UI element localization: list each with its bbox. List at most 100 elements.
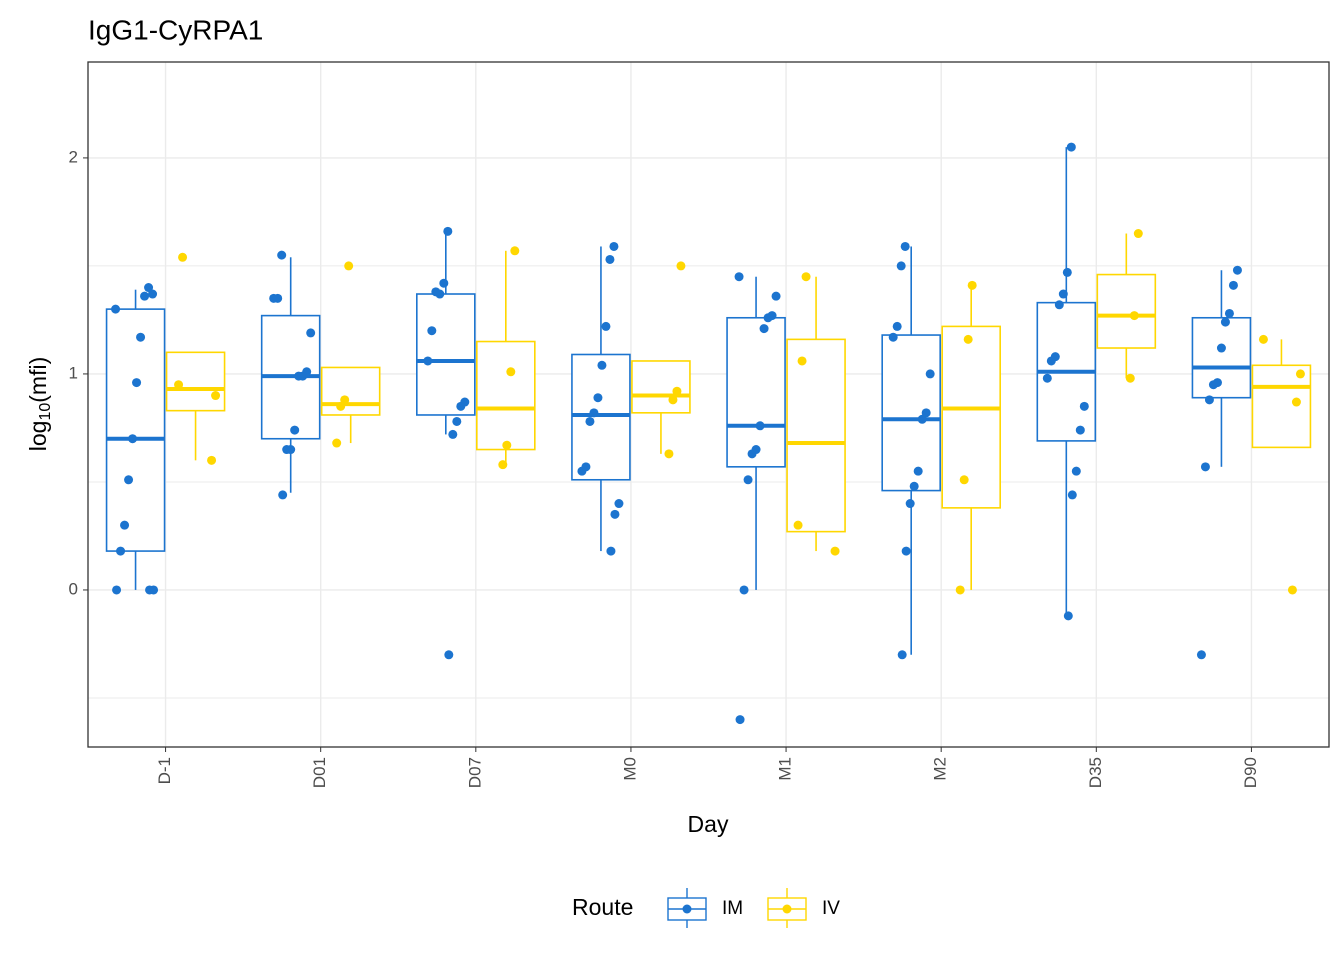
point <box>1129 311 1139 321</box>
point <box>1071 466 1081 476</box>
point <box>1046 356 1056 366</box>
point <box>1287 585 1297 595</box>
point <box>306 328 316 338</box>
point <box>1075 425 1085 435</box>
point <box>136 332 146 342</box>
point <box>112 585 122 595</box>
point <box>344 261 354 271</box>
y-label-base: log <box>25 421 51 452</box>
point <box>909 481 919 491</box>
y-tick-label: 1 <box>69 363 78 382</box>
box <box>1096 273 1157 349</box>
point <box>967 280 977 290</box>
point <box>739 585 749 595</box>
point <box>1220 317 1230 327</box>
y-axis-label: log10(mfi) <box>25 357 54 451</box>
legend-key <box>767 888 807 928</box>
point <box>332 438 342 448</box>
point <box>1196 650 1206 660</box>
point <box>606 546 616 556</box>
point <box>610 509 620 519</box>
point <box>1228 280 1238 290</box>
point <box>896 261 906 271</box>
point <box>763 313 773 323</box>
point <box>892 321 902 331</box>
x-tick-label: D01 <box>310 757 329 788</box>
point <box>277 250 287 260</box>
point <box>1224 308 1234 318</box>
x-axis-label: Day <box>688 811 729 837</box>
point <box>830 546 840 556</box>
point <box>1204 395 1214 405</box>
point <box>1208 380 1218 390</box>
y-tick-label: 0 <box>69 579 78 598</box>
point <box>423 356 433 366</box>
point <box>1232 265 1242 275</box>
point <box>439 278 449 288</box>
point <box>585 416 595 426</box>
point <box>124 475 134 485</box>
box <box>941 325 1001 509</box>
point <box>111 304 121 314</box>
box <box>786 338 846 533</box>
point <box>1200 462 1210 472</box>
point <box>1062 267 1072 277</box>
point <box>676 261 686 271</box>
point <box>1133 229 1143 239</box>
point <box>747 449 757 459</box>
point <box>1042 373 1052 383</box>
point <box>145 585 155 595</box>
point <box>1067 490 1077 500</box>
point <box>593 393 603 403</box>
x-tick-label: M2 <box>931 757 950 781</box>
point <box>336 401 346 411</box>
point <box>448 429 458 439</box>
legend-label: IV <box>822 898 840 919</box>
point <box>443 226 453 236</box>
x-tick-label: M0 <box>620 757 639 781</box>
point <box>797 356 807 366</box>
point <box>120 520 130 530</box>
point <box>664 449 674 459</box>
box <box>476 340 536 451</box>
box <box>1251 364 1312 449</box>
box <box>726 316 786 468</box>
point <box>921 408 931 418</box>
point <box>597 360 607 370</box>
point <box>178 252 188 262</box>
point <box>211 391 221 401</box>
point <box>913 466 923 476</box>
x-tick-label: M1 <box>776 757 795 781</box>
point <box>502 440 512 450</box>
y-label-arg: (mfi) <box>25 357 51 403</box>
point <box>925 369 935 379</box>
point <box>144 283 154 293</box>
box <box>416 293 476 416</box>
box <box>105 308 166 552</box>
point <box>771 291 781 301</box>
point <box>577 466 587 476</box>
point <box>444 650 454 660</box>
point <box>905 499 915 509</box>
point <box>672 386 682 396</box>
point <box>917 414 927 424</box>
point <box>743 475 753 485</box>
point <box>290 425 300 435</box>
point <box>207 455 217 465</box>
point <box>116 546 126 556</box>
box <box>881 334 941 492</box>
point <box>900 241 910 251</box>
point <box>294 371 304 381</box>
chart-title: IgG1-CyRPA1 <box>88 14 263 45</box>
y-label-sub: 10 <box>37 403 54 421</box>
point <box>589 408 599 418</box>
point <box>1079 401 1089 411</box>
point <box>801 272 811 282</box>
grid <box>88 62 1329 747</box>
point <box>1216 343 1226 353</box>
point <box>132 378 142 388</box>
point <box>456 401 466 411</box>
x-tick-label: D90 <box>1241 757 1260 788</box>
